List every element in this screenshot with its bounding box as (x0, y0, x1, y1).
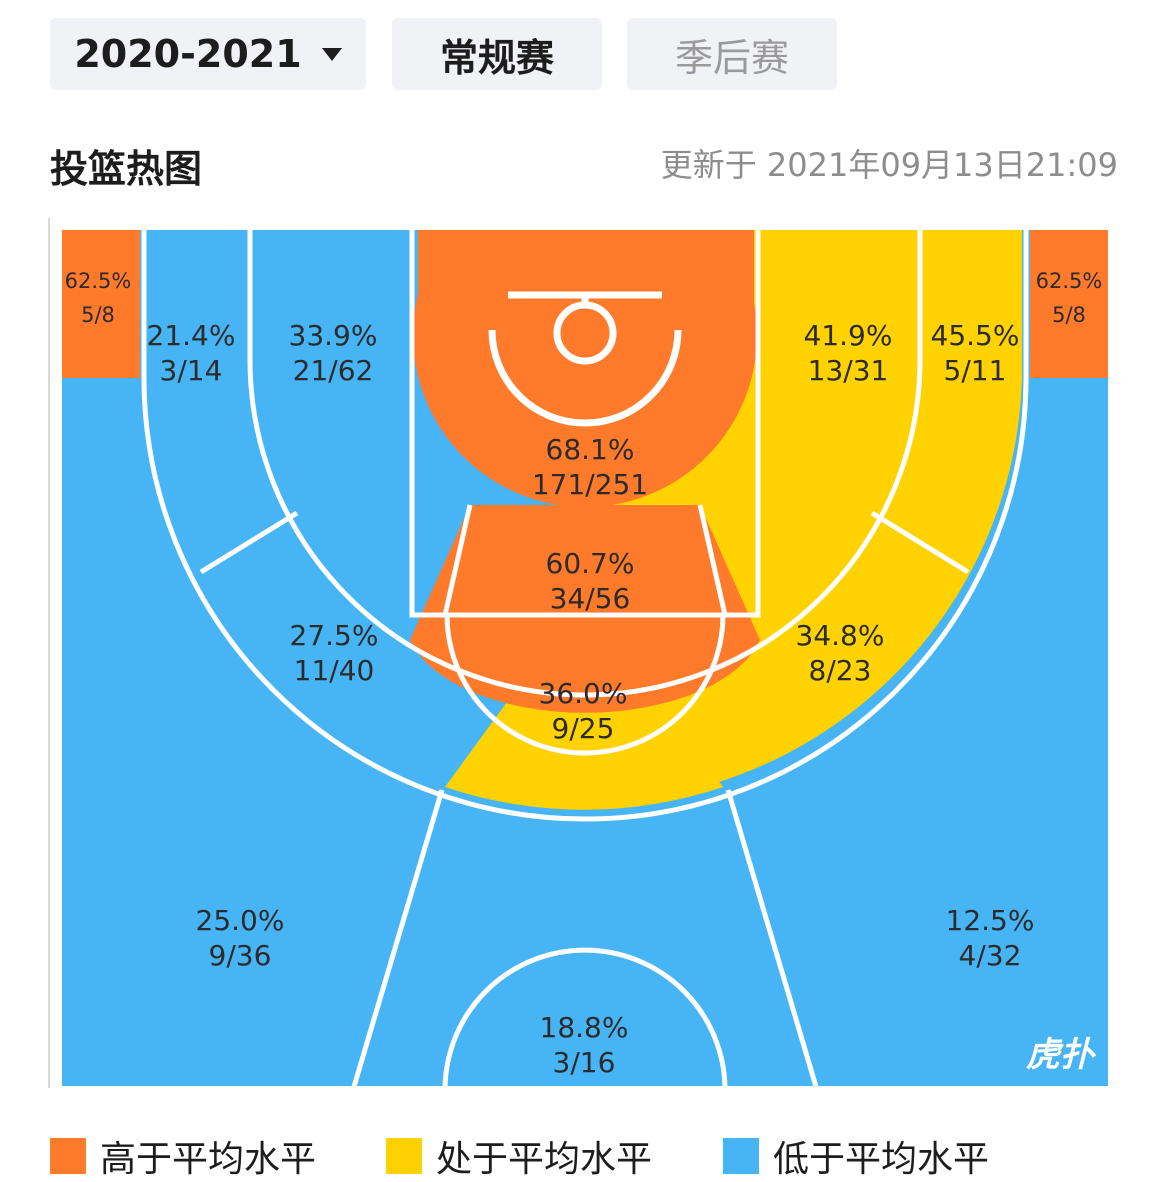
legend-swatch-yellow (386, 1138, 422, 1174)
zone-labels: 62.5% 5/8 62.5% 5/8 21.4% 3/14 33.9% 21/… (65, 269, 1103, 1079)
tab-playoffs[interactable]: 季后赛 (627, 18, 837, 90)
zone-left-corner (62, 230, 140, 378)
legend-label: 处于平均水平 (436, 1139, 653, 1180)
zone-label-frac: 3/14 (160, 354, 223, 387)
zone-paint (410, 505, 760, 713)
legend: 高于平均水平 处于平均水平 低于平均水平 (0, 1130, 1170, 1180)
zone-restricted-top (418, 230, 754, 335)
zone-label-frac: 11/40 (294, 654, 375, 687)
legend-below: 低于平均水平 (723, 1130, 989, 1182)
legend-average: 处于平均水平 (386, 1130, 652, 1182)
zone-label-frac: 9/25 (552, 712, 615, 745)
zone-label-pct: 12.5% (946, 904, 1035, 937)
caret-down-icon (321, 47, 342, 61)
season-label: 2020-2021 (74, 32, 302, 76)
tab-regular-label: 常规赛 (439, 35, 554, 80)
zone-label-frac: 171/251 (532, 468, 648, 501)
zone-label-pct: 33.9% (289, 319, 378, 352)
zone-label-frac: 8/23 (809, 654, 872, 687)
zone-label-pct: 27.5% (290, 619, 379, 652)
zone-label-frac: 13/31 (808, 354, 889, 387)
zone-label-frac: 3/16 (553, 1046, 616, 1079)
season-dropdown[interactable]: 2020-2021 (50, 18, 366, 90)
zone-label-pct: 34.8% (796, 619, 885, 652)
legend-label: 高于平均水平 (100, 1139, 317, 1180)
legend-swatch-orange (50, 1138, 86, 1174)
court-lines (141, 230, 1029, 1086)
zone-label-pct: 18.8% (540, 1011, 629, 1044)
zone-label-pct: 36.0% (539, 677, 628, 710)
zone-label-pct: 21.4% (147, 319, 236, 352)
zone-label-pct: 25.0% (196, 904, 285, 937)
updated-timestamp: 更新于 2021年09月13日21:09 (660, 146, 1118, 184)
zone-label-pct: 41.9% (804, 319, 893, 352)
zone-label-pct: 45.5% (931, 319, 1020, 352)
zone-label-pct: 62.5% (1036, 269, 1103, 293)
section-title: 投篮热图 (50, 147, 203, 191)
zone-right-corner (1030, 230, 1108, 378)
tab-playoff-label: 季后赛 (674, 35, 789, 80)
watermark-logo: 虎扑 (1026, 1035, 1097, 1075)
tab-regular-season[interactable]: 常规赛 (392, 18, 602, 90)
shot-heatmap: 62.5% 5/8 62.5% 5/8 21.4% 3/14 33.9% 21/… (48, 218, 1108, 1088)
zone-label-frac: 5/8 (81, 303, 115, 327)
legend-swatch-blue (723, 1138, 759, 1174)
zone-label-frac: 4/32 (959, 939, 1022, 972)
zone-label-frac: 5/8 (1052, 303, 1086, 327)
zone-label-pct: 68.1% (546, 433, 635, 466)
zone-label-frac: 5/11 (944, 354, 1007, 387)
zone-label-frac: 21/62 (293, 354, 374, 387)
legend-label: 低于平均水平 (773, 1139, 990, 1180)
legend-above: 高于平均水平 (50, 1130, 316, 1182)
hoop-icon (488, 291, 682, 427)
zone-label-frac: 9/36 (209, 939, 272, 972)
zone-label-pct: 60.7% (546, 547, 635, 580)
zone-label-pct: 62.5% (65, 269, 132, 293)
zone-label-frac: 34/56 (550, 582, 631, 615)
